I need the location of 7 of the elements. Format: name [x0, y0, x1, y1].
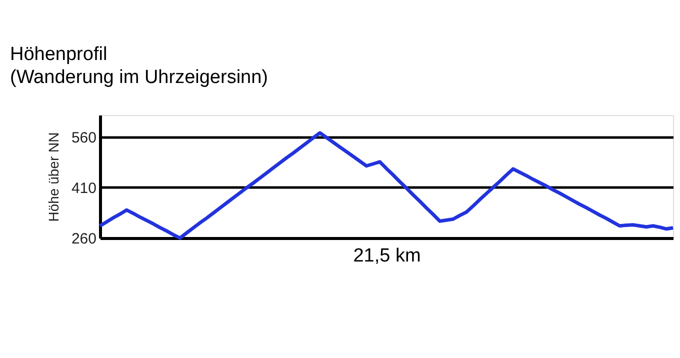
x-axis-title: 21,5 km: [353, 246, 421, 266]
y-axis-title: Höhe über NN: [45, 132, 62, 222]
y-tick-label: 410: [71, 180, 96, 197]
chart-title: Höhenprofil: [10, 44, 108, 65]
y-tick-label: 260: [71, 230, 96, 248]
chart-subtitle: (Wanderung im Uhrzeigersinn): [10, 67, 268, 88]
y-tick-label: 560: [71, 129, 96, 146]
